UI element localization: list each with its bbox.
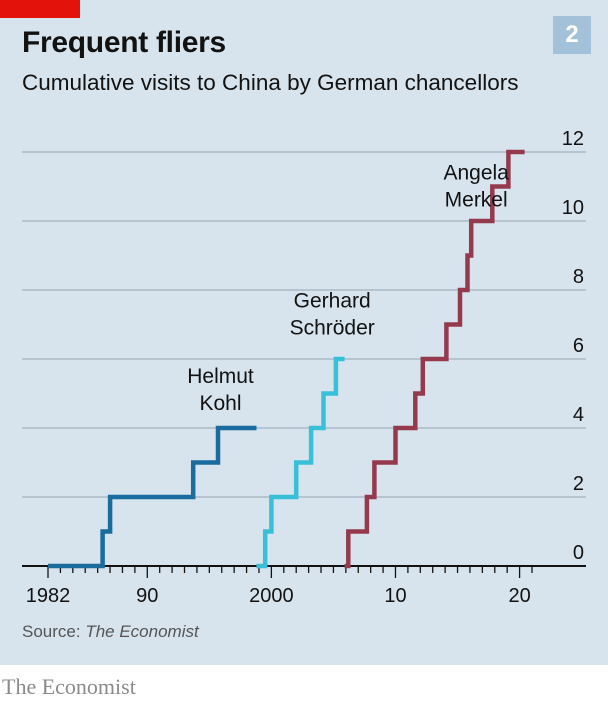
step-line-chart: 0 2 4 6 8 10 12 1982 90 2000 10 20 Helmut Kohl Gerha…	[22, 128, 586, 607]
x-tick-label: 90	[136, 585, 158, 607]
brand-red-tag	[0, 0, 80, 18]
series-label: Schröder	[290, 316, 375, 339]
y-tick-label: 4	[573, 404, 584, 426]
chart-subtitle: Cumulative visits to China by German cha…	[22, 70, 519, 95]
source-name: The Economist	[85, 622, 199, 641]
series-labels: Helmut Kohl Gerhard Schröder Angela Merkel	[187, 162, 509, 416]
series-label: Kohl	[199, 392, 241, 415]
y-tick-label: 6	[573, 335, 584, 357]
series-line-angela-merkel	[344, 149, 525, 569]
source-note: Source: The Economist	[22, 622, 199, 642]
y-tick-label: 8	[573, 266, 584, 288]
y-tick-label: 12	[562, 128, 584, 150]
y-tick-label: 2	[573, 473, 584, 495]
x-tick-label: 2000	[249, 585, 294, 607]
x-axis: 1982 90 2000 10 20	[22, 565, 586, 607]
y-axis-tick-labels: 0 2 4 6 8 10 12	[562, 128, 584, 564]
publisher-wordmark: The Economist	[2, 674, 136, 699]
series-label: Merkel	[445, 189, 508, 212]
series-line-gerhard-schr-der	[256, 356, 345, 569]
series-label: Helmut	[187, 365, 254, 388]
x-tick-label: 10	[384, 585, 406, 607]
x-tick-label: 20	[508, 585, 530, 607]
y-tick-label: 10	[562, 197, 584, 219]
chart-title: Frequent fliers	[22, 26, 226, 59]
series-label: Gerhard	[294, 289, 371, 312]
series-label: Angela	[443, 162, 509, 185]
source-prefix: Source:	[22, 622, 81, 641]
y-tick-label: 0	[573, 542, 584, 564]
series-lines	[48, 149, 525, 569]
chart-number-badge: 2	[553, 16, 591, 54]
series-line-helmut-kohl	[48, 425, 257, 569]
x-tick-label: 1982	[26, 585, 71, 607]
